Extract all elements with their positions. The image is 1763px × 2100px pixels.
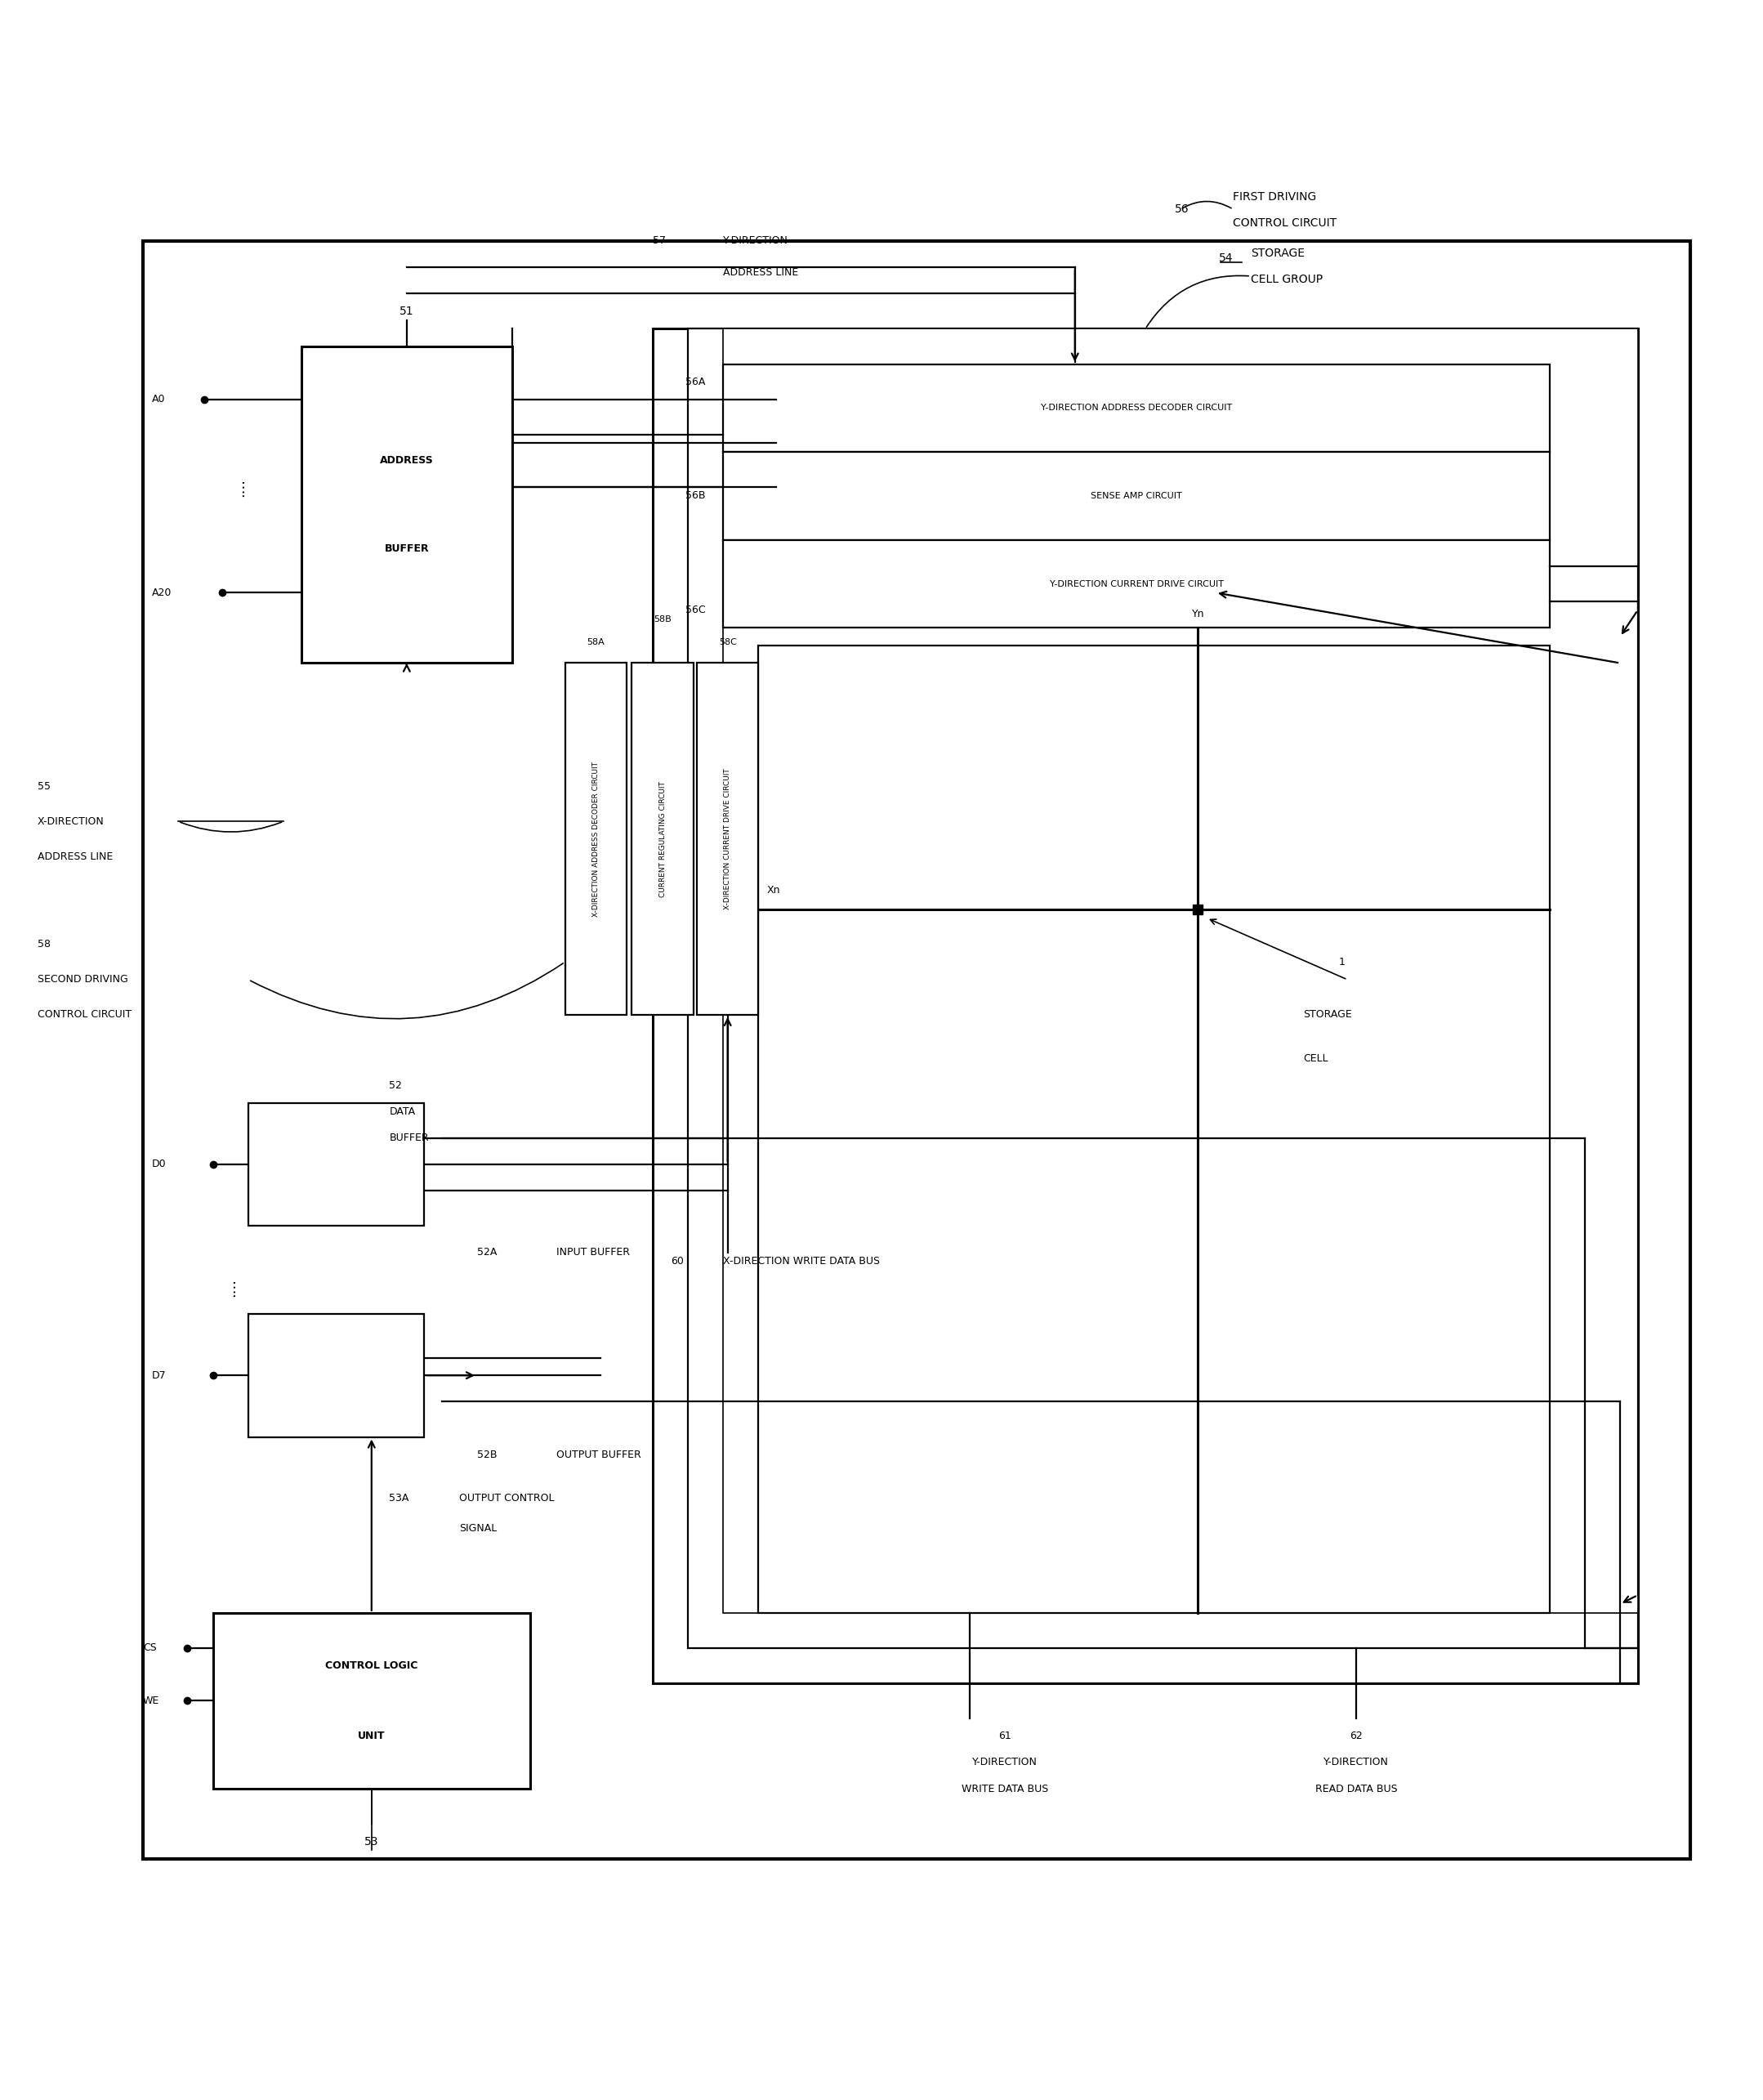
Text: 54: 54 [1218,252,1232,265]
Text: UNIT: UNIT [358,1730,386,1741]
Text: Y-DIRECTION CURRENT DRIVE CIRCUIT: Y-DIRECTION CURRENT DRIVE CIRCUIT [1049,580,1224,588]
Text: Y-DIRECTION: Y-DIRECTION [971,1758,1037,1768]
Text: SIGNAL: SIGNAL [460,1522,497,1533]
Text: A0: A0 [152,395,166,405]
Text: Y-DIRECTION: Y-DIRECTION [1324,1758,1389,1768]
Bar [301,346,513,664]
Bar [249,1315,425,1436]
Text: STORAGE: STORAGE [1250,248,1305,258]
Text: BUFFER: BUFFER [384,544,428,554]
Bar [564,664,626,1014]
Text: 56A: 56A [686,376,705,386]
Text: 56B: 56B [686,491,705,502]
Text: ADDRESS: ADDRESS [379,456,434,466]
Bar [631,664,693,1014]
Text: X-DIRECTION: X-DIRECTION [37,817,104,827]
Text: Yn: Yn [1192,609,1204,620]
Text: X-DIRECTION ADDRESS DECODER CIRCUIT: X-DIRECTION ADDRESS DECODER CIRCUIT [592,762,599,916]
Text: Xn: Xn [767,884,781,895]
Text: 56C: 56C [686,605,705,615]
Bar [143,242,1691,1859]
Text: ....: .... [233,479,247,496]
Text: ADDRESS LINE: ADDRESS LINE [37,851,113,861]
Text: CONTROL CIRCUIT: CONTROL CIRCUIT [1232,218,1336,229]
Text: CELL GROUP: CELL GROUP [1250,273,1322,286]
Text: WE: WE [143,1695,159,1705]
Text: SECOND DRIVING: SECOND DRIVING [37,974,129,985]
Text: Y-DIRECTION: Y-DIRECTION [723,235,788,246]
Text: OUTPUT CONTROL: OUTPUT CONTROL [460,1493,555,1504]
Text: CONTROL LOGIC: CONTROL LOGIC [324,1661,418,1672]
Text: 58: 58 [37,939,51,949]
Text: WRITE DATA BUS: WRITE DATA BUS [961,1783,1047,1793]
Text: 53: 53 [365,1835,379,1848]
Text: 58C: 58C [719,638,737,647]
Text: D0: D0 [152,1159,166,1170]
Text: INPUT BUFFER: INPUT BUFFER [555,1247,629,1258]
Text: 52B: 52B [478,1449,497,1459]
Bar [723,451,1550,540]
Bar [688,330,1638,1648]
Text: 52: 52 [390,1079,402,1090]
Text: CURRENT REGULATING CIRCUIT: CURRENT REGULATING CIRCUIT [659,781,666,897]
Text: 58B: 58B [654,615,672,624]
Text: FIRST DRIVING: FIRST DRIVING [1232,191,1317,204]
Bar [758,645,1550,1613]
Text: X-DIRECTION WRITE DATA BUS: X-DIRECTION WRITE DATA BUS [723,1256,880,1266]
Text: BUFFER: BUFFER [390,1132,428,1142]
Text: 55: 55 [37,781,51,792]
Text: A20: A20 [152,588,171,598]
Text: CONTROL CIRCUIT: CONTROL CIRCUIT [37,1010,132,1021]
Text: CS: CS [143,1642,157,1653]
Text: CELL: CELL [1303,1054,1329,1065]
Text: 57: 57 [652,235,666,246]
Bar [723,540,1550,628]
Text: 62: 62 [1350,1730,1363,1741]
Text: ....: .... [224,1279,238,1298]
Text: 53A: 53A [390,1493,409,1504]
Bar [723,363,1550,451]
Bar [249,1102,425,1226]
Text: DATA: DATA [390,1107,416,1117]
Text: 56: 56 [1174,204,1190,214]
Text: 52A: 52A [478,1247,497,1258]
Text: Y-DIRECTION ADDRESS DECODER CIRCUIT: Y-DIRECTION ADDRESS DECODER CIRCUIT [1040,403,1232,412]
Bar [723,330,1638,1613]
Text: D7: D7 [152,1369,166,1380]
Bar [696,664,758,1014]
Bar [213,1613,531,1789]
Text: SENSE AMP CIRCUIT: SENSE AMP CIRCUIT [1091,491,1183,500]
Text: X-DIRECTION CURRENT DRIVE CIRCUIT: X-DIRECTION CURRENT DRIVE CIRCUIT [725,769,732,909]
Text: 51: 51 [400,307,414,317]
Text: OUTPUT BUFFER: OUTPUT BUFFER [555,1449,642,1459]
Text: 1: 1 [1338,958,1345,968]
Text: 61: 61 [998,1730,1010,1741]
Text: 58A: 58A [587,638,605,647]
Bar [652,330,1638,1684]
Text: 60: 60 [670,1256,684,1266]
Text: READ DATA BUS: READ DATA BUS [1315,1783,1398,1793]
Text: ADDRESS LINE: ADDRESS LINE [723,267,799,277]
Text: STORAGE: STORAGE [1303,1010,1352,1021]
